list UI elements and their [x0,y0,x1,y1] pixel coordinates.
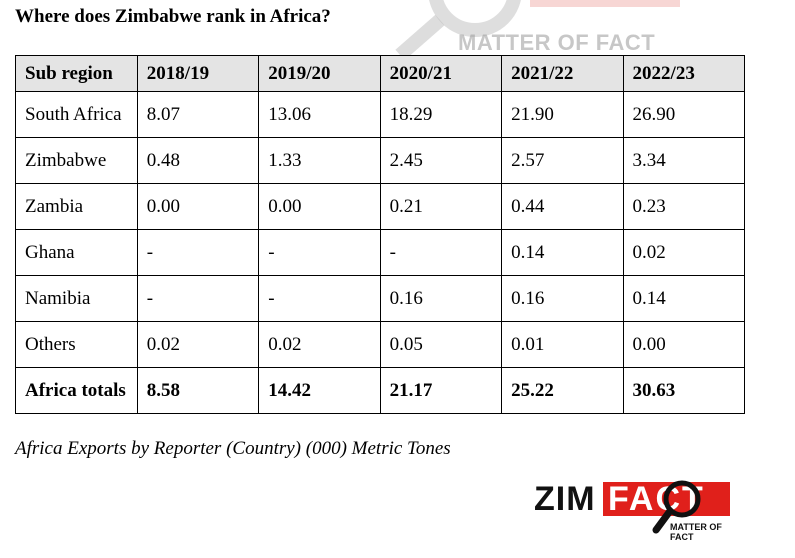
exports-table: Sub region 2018/19 2019/20 2020/21 2021/… [15,55,746,414]
table-caption: Africa Exports by Reporter (Country) (00… [15,438,451,459]
table-cell: 0.21 [379,183,503,230]
column-header: 2019/20 [258,55,381,92]
page-title: Where does Zimbabwe rank in Africa? [15,6,331,27]
table-cell: 0.02 [622,229,746,276]
table-cell: 1.33 [258,137,381,184]
column-header: 2022/23 [622,55,746,92]
table-row: South Africa 8.07 13.06 18.29 21.90 26.9… [15,91,746,138]
row-label: Namibia [15,275,138,322]
table-row: Zambia 0.00 0.00 0.21 0.44 0.23 [15,183,746,230]
table-cell: 0.02 [258,321,381,368]
table-cell: - [258,275,381,322]
table-cell: 13.06 [258,91,381,138]
logo-brand-left: ZIM [534,480,596,518]
row-label: Zambia [15,183,138,230]
table-cell: 0.05 [379,321,503,368]
column-header: Sub region [15,55,138,92]
column-header: 2020/21 [379,55,503,92]
magnifier-icon [652,480,701,534]
total-cell: 30.63 [622,367,746,414]
column-header: 2018/19 [136,55,260,92]
table-cell: 3.34 [622,137,746,184]
table-row: Zimbabwe 0.48 1.33 2.45 2.57 3.34 [15,137,746,184]
table-cell: - [258,229,381,276]
row-label: Zimbabwe [15,137,138,184]
table-cell: 18.29 [379,91,503,138]
table-cell: 0.48 [136,137,260,184]
table-cell: 0.01 [501,321,624,368]
zimfact-logo: ZIM FACT MATTER OF FACT [534,478,734,542]
table-cell: 8.07 [136,91,260,138]
row-label: South Africa [15,91,138,138]
total-row: Africa totals 8.58 14.42 21.17 25.22 30.… [15,367,746,414]
row-label: Ghana [15,229,138,276]
table-cell: 2.45 [379,137,503,184]
watermark-text: MATTER OF FACT [458,30,656,55]
column-header: 2021/22 [501,55,624,92]
table-cell: 21.90 [501,91,624,138]
table-row: Namibia - - 0.16 0.16 0.14 [15,275,746,322]
total-cell: 14.42 [258,367,381,414]
table-cell: - [136,275,260,322]
table-cell: 0.00 [136,183,260,230]
total-cell: 25.22 [501,367,624,414]
table-cell: - [136,229,260,276]
logo-tagline: MATTER OF FACT [670,522,722,542]
table-cell: 2.57 [501,137,624,184]
total-cell: 21.17 [379,367,503,414]
table-cell: 0.16 [379,275,503,322]
table-cell: 0.16 [501,275,624,322]
table-header-row: Sub region 2018/19 2019/20 2020/21 2021/… [15,55,746,92]
table-cell: 26.90 [622,91,746,138]
table-cell: 0.02 [136,321,260,368]
table-row: Ghana - - - 0.14 0.02 [15,229,746,276]
table-cell: 0.00 [258,183,381,230]
row-label: Africa totals [15,367,138,414]
table-cell: 0.23 [622,183,746,230]
table-row: Others 0.02 0.02 0.05 0.01 0.00 [15,321,746,368]
table-cell: - [379,229,503,276]
table-cell: 0.00 [622,321,746,368]
row-label: Others [15,321,138,368]
total-cell: 8.58 [136,367,260,414]
table-cell: 0.14 [501,229,624,276]
table-cell: 0.14 [622,275,746,322]
table-cell: 0.44 [501,183,624,230]
